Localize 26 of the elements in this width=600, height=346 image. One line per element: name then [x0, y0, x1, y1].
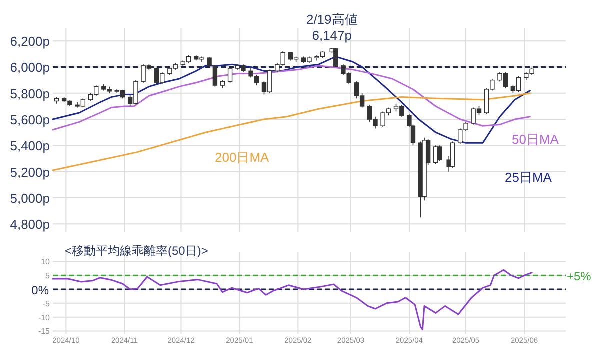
line-series: [52, 269, 533, 331]
line-series: [52, 65, 531, 131]
y-tick-label: 5,400p: [10, 138, 50, 154]
text: 25日MA: [505, 170, 552, 185]
y-tick-label: 5,000p: [10, 191, 50, 206]
y-tick-label: 6,200p: [10, 34, 50, 50]
y-tick-label: -5: [42, 299, 51, 308]
y-tick-label: -10: [38, 313, 51, 322]
candlestick: [334, 48, 338, 68]
ref-line-label: +5%: [567, 270, 592, 284]
y-tick-label: 5: [46, 272, 51, 281]
y-tick-label: 10: [41, 258, 51, 267]
y-tick-label: 5,800p: [10, 86, 50, 102]
chart-title: <移動平均線乖離率(50日)>: [65, 244, 208, 258]
series-label: 200日MA: [215, 150, 270, 165]
candlestick: [450, 141, 456, 168]
y-tick-label: -15: [38, 327, 51, 336]
annotation: 2/19高値 6,147p: [306, 12, 358, 44]
y-tick-label: 4,800p: [10, 217, 50, 232]
y-tick-label: 6,000p: [10, 60, 50, 76]
y-tick-label: 5,200p: [10, 164, 50, 180]
series-label: 50日MA: [512, 132, 560, 147]
candlestick: [437, 145, 442, 162]
ref-line-label: 0%: [32, 284, 50, 298]
y-tick-label: 5,600p: [10, 112, 50, 128]
candlestick: [228, 66, 233, 84]
